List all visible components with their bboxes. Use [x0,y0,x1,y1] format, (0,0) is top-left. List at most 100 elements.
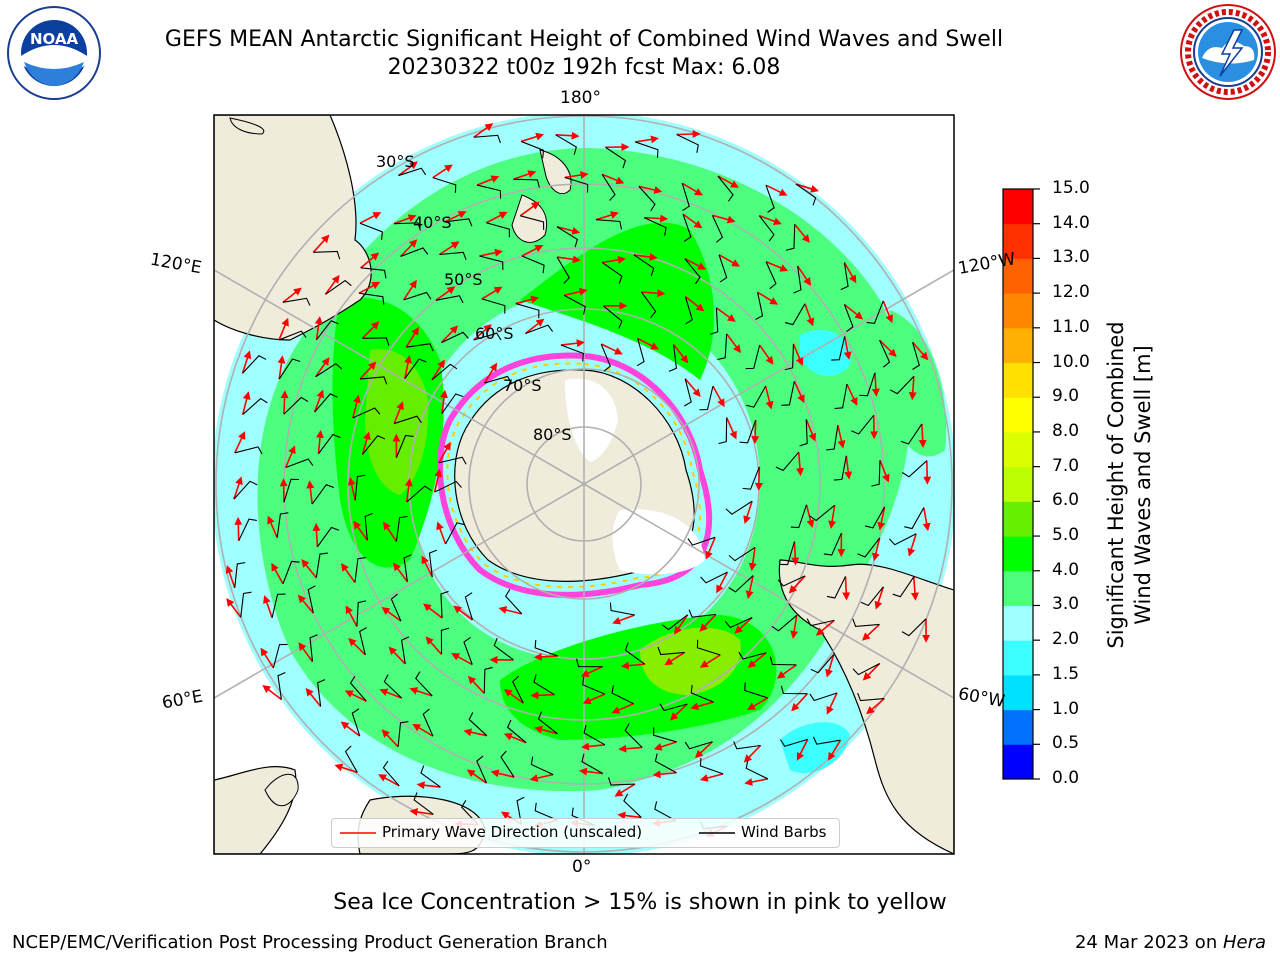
wind-barb [234,446,263,455]
wind-barb [833,455,847,481]
wind-barb [354,556,366,583]
wave-direction-arrow [421,555,434,578]
wave-direction-arrow [641,289,666,298]
wind-barb [401,636,410,664]
wave-direction-arrow [747,652,767,669]
wind-barb [315,552,328,578]
wave-direction-arrow [681,182,703,196]
wave-direction-arrow [404,355,412,379]
wind-barb [415,671,433,697]
wind-barb [282,297,311,306]
wave-direction-arrow [483,362,498,384]
wind-barb [687,536,716,546]
wave-direction-arrow [712,385,725,408]
wind-barb [311,484,334,505]
wind-barb [242,397,268,415]
wind-barb [661,614,688,631]
wind-barb [439,251,467,261]
wave-direction-arrow [305,687,322,707]
wind-barb [633,254,655,277]
wind-barb [278,358,301,380]
wave-direction-arrow [521,245,544,257]
wave-direction-arrow [751,420,760,445]
madagascar-land [264,773,299,807]
wave-direction-arrow [805,419,817,442]
wave-direction-arrow [412,723,434,737]
wave-direction-arrow [600,343,623,355]
wave-direction-arrow [438,441,451,464]
wind-barb [609,602,635,616]
colorbar-tick-label: 10.0 [1052,351,1090,372]
wind-barb [428,549,438,578]
wind-barb [360,267,387,279]
wave-direction-arrow [534,725,558,735]
wind-barb [481,298,506,314]
wind-barb [533,674,555,696]
wave-direction-arrow [409,808,434,816]
wind-barb [500,750,515,778]
wind-barb [676,134,699,153]
wave-direction-arrow [699,654,721,668]
wind-barb [777,575,806,587]
wind-barb [285,458,314,469]
colorbar-tick-label: 0.5 [1052,733,1080,754]
colorbar-segment [1003,293,1033,329]
wave-field-low-east [800,329,851,376]
colorbar-title-line-2: Wind Waves and Swell [m] [1131,345,1155,625]
wind-barb [900,423,923,445]
wave-direction-arrow [745,575,754,599]
wind-barb [784,343,795,371]
wave-direction-arrow [716,571,729,594]
wind-barb [711,215,724,243]
wave-direction-arrow [911,341,929,361]
colorbar-segment [1003,466,1033,502]
wave-direction-arrow [794,223,810,243]
wind-barb [866,300,884,324]
wind-barb [582,676,606,695]
colorbar-segment [1003,709,1033,745]
wind-barb [901,460,928,478]
wind-barb [601,174,616,201]
lon-label-180: 180° [560,88,601,108]
wind-barb [359,222,383,240]
wind-barb [684,258,701,285]
wave-direction-arrow [734,616,753,634]
wind-barb [717,175,734,202]
wave-direction-arrow [620,661,645,670]
colorbar-tick-label: 11.0 [1052,316,1090,337]
wave-direction-arrow [312,522,321,547]
wave-direction-arrow [498,606,522,615]
wave-direction-arrow [843,303,864,320]
wave-direction-arrow [726,333,742,354]
wave-direction-arrow [348,637,366,656]
wind-barb [393,415,422,425]
wave-direction-arrow [485,211,508,224]
wave-direction-arrow [580,665,603,677]
wave-direction-arrow [241,350,252,374]
wind-barb [434,480,462,493]
map-frame [213,114,955,855]
wind-barb [755,292,764,320]
wave-direction-arrow [340,721,361,737]
noaa-logo-text: NOAA [30,30,79,48]
wave-direction-arrow [473,324,492,341]
wave-direction-arrow [533,652,558,661]
wave-direction-arrow [743,500,753,525]
colorbar-segment [1003,362,1033,398]
wave-direction-arrow [529,773,554,782]
wind-barb [681,183,690,212]
wave-direction-arrow [400,239,418,258]
colorbar-segment [1003,570,1033,606]
wave-direction-arrow [234,431,246,454]
wind-barb [234,562,246,588]
wave-direction-arrow [684,296,705,312]
run-date-text: 24 Mar 2023 on [1074,932,1223,953]
run-date: 24 Mar 2023 on Hera [1075,932,1266,953]
wave-direction-arrow [280,390,289,415]
wind-barb [382,760,400,787]
wave-direction-arrow [792,343,804,367]
wave-direction-arrow [871,537,881,562]
wind-barb [555,134,577,155]
wind-barb [725,500,753,515]
